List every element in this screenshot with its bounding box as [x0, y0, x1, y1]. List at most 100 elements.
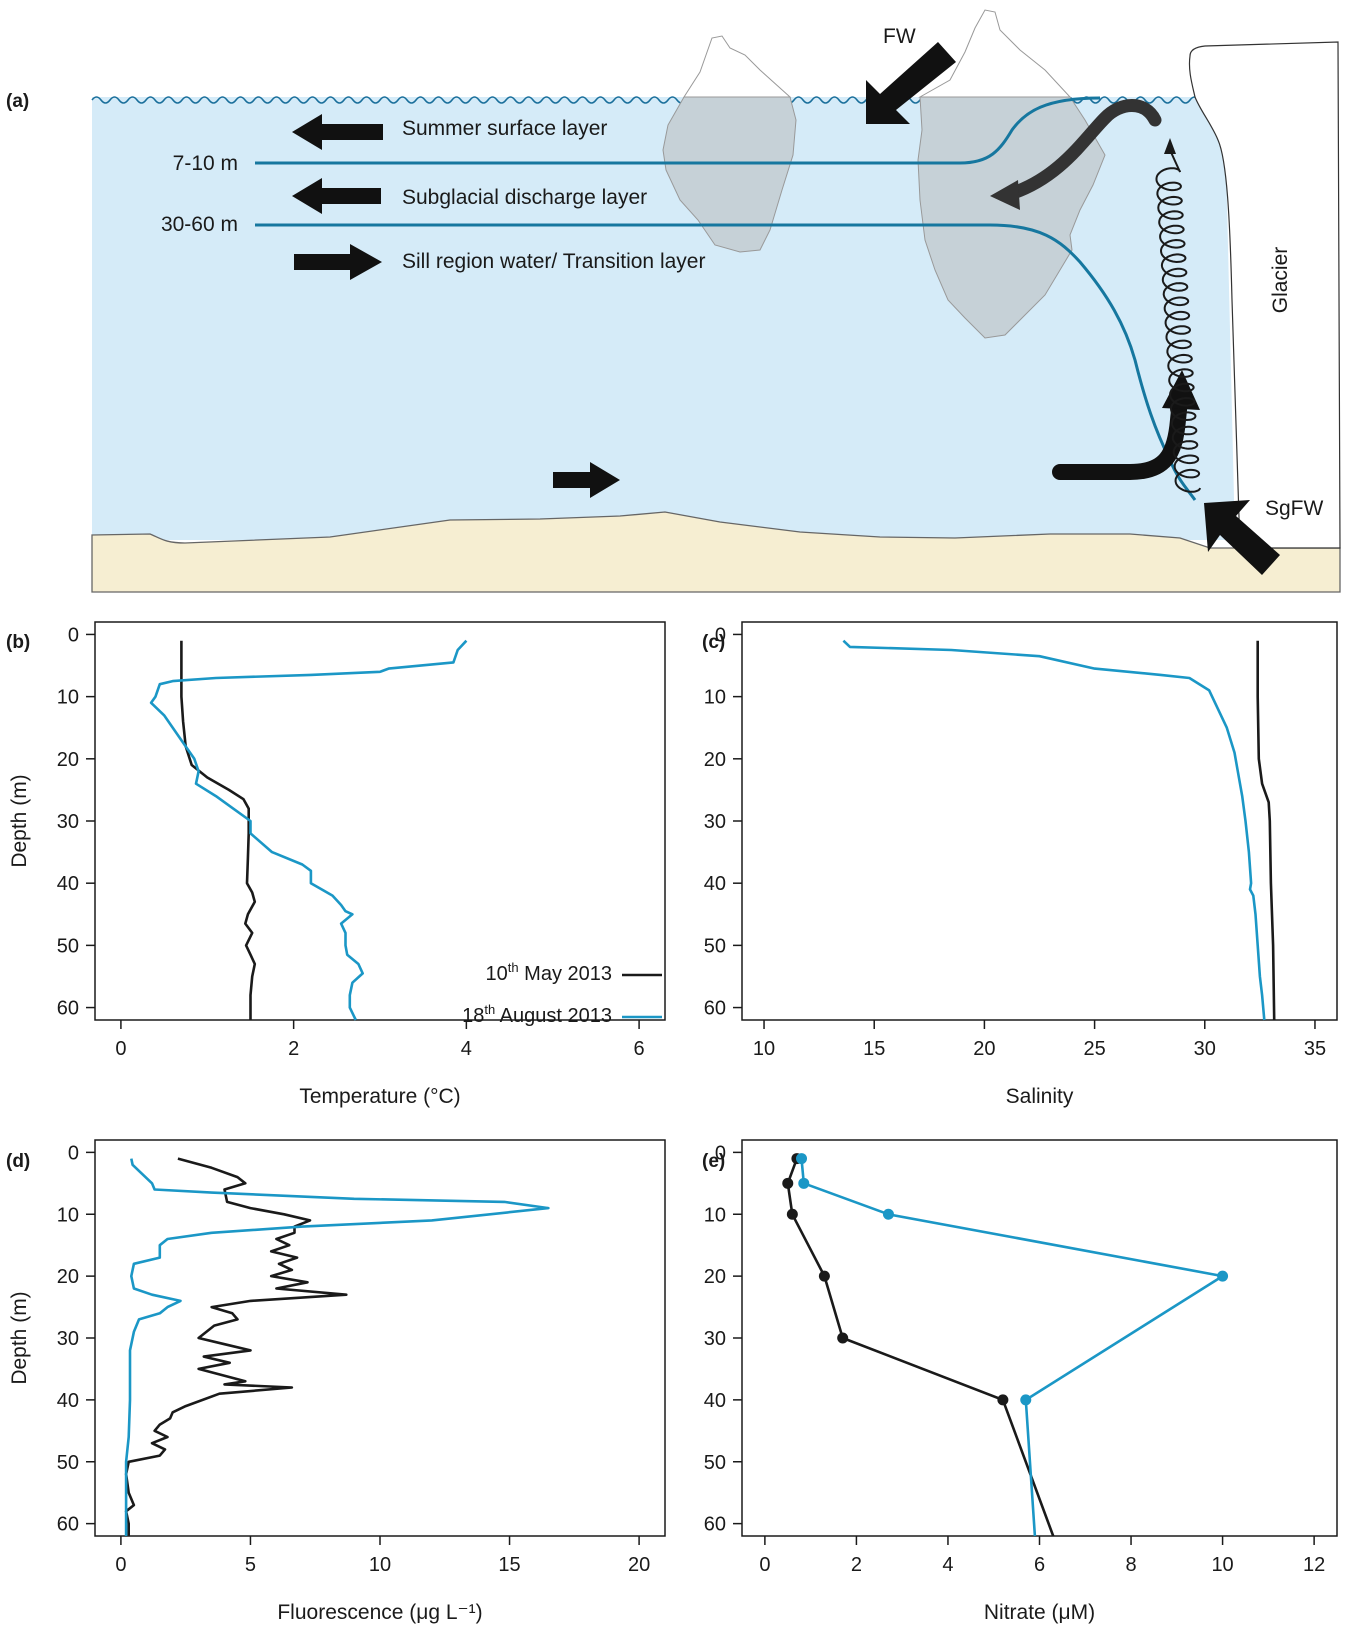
- series-line-august: [149, 639, 468, 1021]
- x-axis-label: Salinity: [1006, 1085, 1074, 1108]
- x-tick-label: 10: [369, 1554, 391, 1576]
- x-tick-label: 8: [1125, 1554, 1136, 1576]
- y-axis-label: Depth (m): [8, 1291, 31, 1384]
- chart-d: 0 10 20 30 40 50 60 0 5 10 15 20 Fluorescence (μg L⁻…: [8, 1139, 666, 1624]
- data-point-august: [1020, 1394, 1032, 1406]
- y-tick-label: 40: [57, 1390, 79, 1412]
- chart-e: 0 10 20 30 40 50 60 0 2 4 6 8 10 12 Nitrate (μM): [704, 1139, 1338, 1624]
- depth-label-1: 7-10 m: [173, 152, 238, 175]
- plume-coil: [1155, 149, 1201, 493]
- inflow-arrow-icon: [866, 42, 956, 124]
- x-axis-label: Nitrate (μM): [984, 1601, 1095, 1624]
- x-tick-label: 30: [1194, 1038, 1216, 1060]
- x-tick-label: 10: [753, 1038, 775, 1060]
- x-tick-label: 5: [245, 1554, 256, 1576]
- panel-c-label: (c): [702, 632, 725, 653]
- surface-return-arrow: [1003, 99, 1162, 201]
- series-line-may: [786, 1158, 1055, 1537]
- plot-frame: [741, 1139, 1338, 1537]
- iceberg-1-above: [683, 35, 792, 98]
- x-axis-label: Temperature (°C): [299, 1085, 460, 1108]
- x-tick-label: 10: [1211, 1554, 1233, 1576]
- series-line-may: [1256, 640, 1276, 1021]
- schematic-panel: (a) Glacier 7-10 m 30-60 m Summer surfac…: [6, 9, 1341, 593]
- chart-b: 0 10 20 30 40 50 60 0 2 4 6 Temperature (°C) Depth (…: [8, 621, 666, 1108]
- x-tick-label: 6: [634, 1038, 645, 1060]
- y-tick-label: 50: [704, 935, 726, 957]
- left-arrow-icon: [292, 114, 383, 150]
- y-tick-label: 20: [57, 749, 79, 771]
- x-tick-label: 20: [628, 1554, 650, 1576]
- left-arrow-icon: [292, 178, 381, 214]
- y-tick-label: 30: [57, 811, 79, 833]
- plot-frame: [741, 621, 1338, 1021]
- y-tick-label: 60: [704, 1514, 726, 1536]
- series-line-august: [842, 639, 1266, 1021]
- x-tick-label: 0: [115, 1038, 126, 1060]
- curved-arrow-icon: [990, 180, 1020, 210]
- y-tick-label: 40: [704, 873, 726, 895]
- y-tick-label: 20: [704, 1266, 726, 1288]
- panel-e-label: (e): [702, 1151, 725, 1172]
- y-tick-label: 0: [68, 624, 79, 646]
- iceberg-2-above: [918, 9, 1072, 98]
- x-tick-label: 4: [461, 1038, 472, 1060]
- legend: 10th May 2013 18th August 2013: [462, 960, 662, 1027]
- x-tick-label: 15: [863, 1038, 885, 1060]
- glacier-label: Glacier: [1269, 247, 1292, 314]
- y-tick-label: 40: [57, 873, 79, 895]
- x-tick-label: 2: [288, 1038, 299, 1060]
- y-tick-label: 30: [704, 811, 726, 833]
- data-point-may: [782, 1177, 794, 1189]
- stratification-line-2: [255, 223, 1197, 501]
- x-tick-label: 2: [851, 1554, 862, 1576]
- y-tick-label: 30: [704, 1328, 726, 1350]
- right-arrow-icon: [553, 462, 620, 498]
- data-point-may: [818, 1270, 830, 1282]
- x-tick-label: 25: [1083, 1038, 1105, 1060]
- x-tick-label: 0: [759, 1554, 770, 1576]
- y-tick-label: 60: [704, 998, 726, 1020]
- y-tick-label: 20: [57, 1266, 79, 1288]
- x-tick-label: 4: [942, 1554, 953, 1576]
- right-arrow-icon: [294, 244, 382, 280]
- legend-august-label: 18th August 2013: [462, 1002, 612, 1027]
- y-tick-label: 0: [68, 1142, 79, 1164]
- y-tick-label: 30: [57, 1328, 79, 1350]
- panel-d-label: (d): [6, 1151, 30, 1172]
- y-tick-label: 10: [704, 1204, 726, 1226]
- x-tick-label: 20: [973, 1038, 995, 1060]
- stratification-line-1: [255, 96, 1101, 165]
- panel-b-label: (b): [6, 632, 30, 653]
- series-line-may: [180, 640, 257, 1020]
- data-point-august: [798, 1177, 810, 1189]
- series-line-may: [124, 1157, 348, 1536]
- panel-a-label: (a): [6, 91, 29, 112]
- deep-upwelling-arrow: [1052, 392, 1188, 480]
- y-tick-label: 40: [704, 1390, 726, 1412]
- y-tick-label: 60: [57, 998, 79, 1020]
- inflow-arrow-icon: [1204, 500, 1280, 575]
- x-tick-label: 12: [1303, 1554, 1325, 1576]
- iceberg-2-submerged: [917, 96, 1106, 339]
- y-tick-label: 10: [57, 1204, 79, 1226]
- y-tick-label: 50: [57, 1452, 79, 1474]
- x-tick-label: 6: [1034, 1554, 1045, 1576]
- layer-label-discharge: Subglacial discharge layer: [402, 186, 647, 209]
- y-tick-label: 50: [57, 935, 79, 957]
- y-tick-label: 0: [715, 1142, 726, 1164]
- x-tick-label: 35: [1304, 1038, 1326, 1060]
- data-point-may: [997, 1394, 1009, 1406]
- glacier: [1188, 41, 1341, 549]
- y-tick-label: 0: [715, 624, 726, 646]
- y-tick-label: 50: [704, 1452, 726, 1474]
- x-axis-label: Fluorescence (μg L⁻¹): [277, 1601, 482, 1624]
- x-tick-label: 0: [115, 1554, 126, 1576]
- data-point-may: [837, 1332, 849, 1344]
- data-point-august: [1217, 1270, 1229, 1282]
- y-tick-label: 20: [704, 749, 726, 771]
- data-point-august: [796, 1153, 807, 1165]
- layer-label-surface: Summer surface layer: [402, 117, 607, 140]
